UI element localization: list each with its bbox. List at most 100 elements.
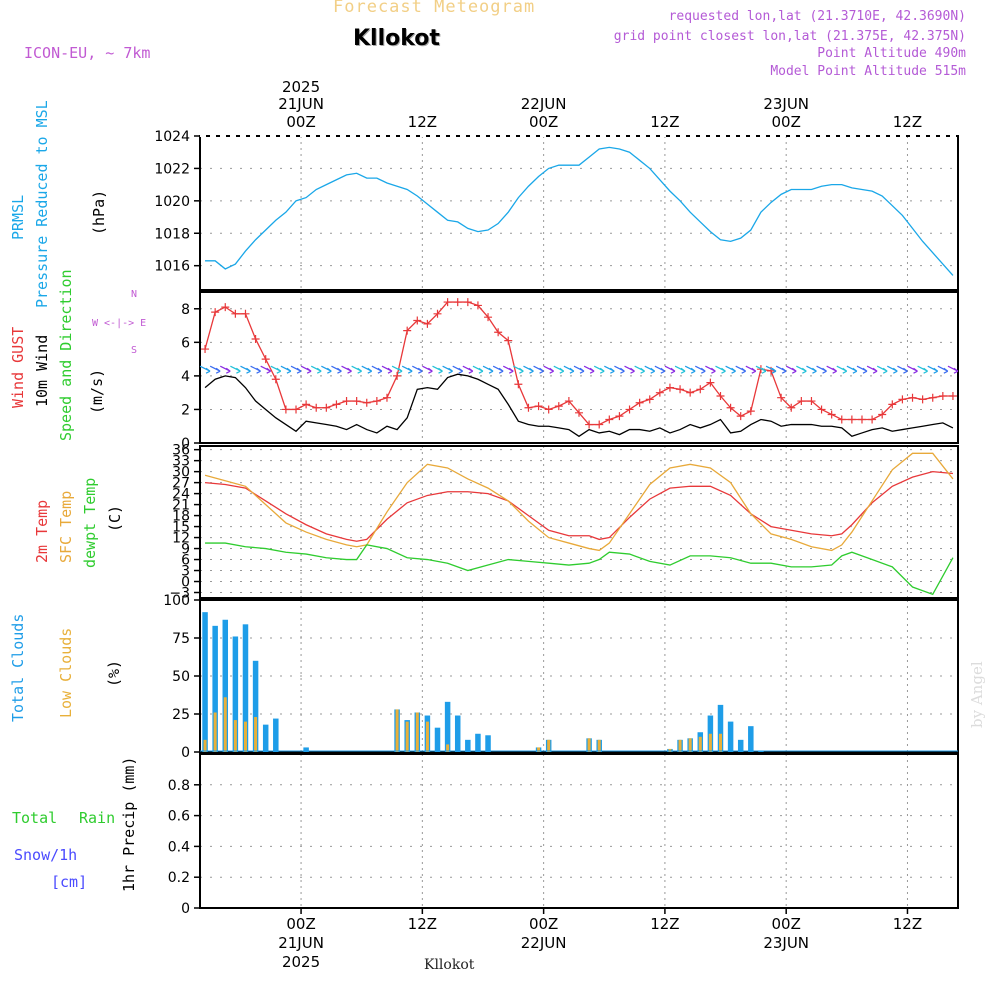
y-tick-label: 6 xyxy=(181,553,190,569)
gust-marker xyxy=(605,415,614,424)
gust-marker xyxy=(292,405,301,414)
requested-coords: requested lon,lat (21.3710E, 42.3690N) xyxy=(668,9,966,24)
gust-marker xyxy=(231,309,240,318)
gust-marker xyxy=(625,405,634,414)
wind-arrow xyxy=(401,365,413,374)
y-tick-label: 0 xyxy=(181,436,190,452)
wind-arrow xyxy=(280,365,292,374)
wind-arrow xyxy=(199,365,211,374)
wind-arrow xyxy=(604,365,615,374)
gust-marker xyxy=(413,316,422,325)
gust-marker xyxy=(332,400,341,409)
total-cloud-bar xyxy=(252,660,259,752)
total-cloud-bar xyxy=(475,733,481,752)
bottom-date-label: 22JUN xyxy=(521,934,567,952)
wind-arrow xyxy=(624,365,635,374)
gust-marker xyxy=(837,415,846,424)
top-date-label: 22JUN xyxy=(521,95,567,113)
gust-marker xyxy=(201,345,210,354)
temp2m-line xyxy=(204,470,954,542)
pressure-line xyxy=(205,146,954,276)
top-hour-label: 12Z xyxy=(893,113,922,131)
wind-arrow xyxy=(937,365,949,374)
wind-arrow xyxy=(300,365,312,374)
gust-marker xyxy=(736,412,745,421)
gust-marker xyxy=(827,410,836,419)
gust-marker xyxy=(918,395,927,404)
precip-total-label: Total xyxy=(12,809,58,827)
y-tick-label: 0.8 xyxy=(168,778,190,794)
total-cloud-bar xyxy=(222,619,229,752)
gust-marker xyxy=(797,397,806,406)
wind-arrow xyxy=(361,365,373,374)
gust-marker xyxy=(817,405,826,414)
gust-marker xyxy=(635,398,644,407)
gust-marker xyxy=(676,385,685,394)
wind-arrow xyxy=(745,365,757,374)
bottom-date-label: 23JUN xyxy=(763,934,809,952)
total-cloud-bar xyxy=(748,726,754,752)
wind-arrow xyxy=(674,365,686,374)
top-hour-label: 00Z xyxy=(529,113,558,131)
low-cloud-bar xyxy=(203,739,207,752)
low-cloud-bar xyxy=(233,720,237,752)
model-name: ICON-EU, ~ 7km xyxy=(24,44,151,62)
gust-marker xyxy=(645,395,654,404)
wind-arrow xyxy=(310,365,322,374)
total-cloud-bar xyxy=(727,721,734,752)
panel-frame xyxy=(199,753,959,909)
gust-marker xyxy=(696,385,705,394)
low-cloud-bar xyxy=(688,738,692,752)
wind-arrow xyxy=(270,365,282,374)
gust-marker xyxy=(211,308,220,317)
low-cloud-bar xyxy=(425,721,429,752)
wind-arrow xyxy=(796,365,807,374)
top-hour-label: 12Z xyxy=(650,113,679,131)
wind-arrow xyxy=(573,365,585,374)
gust-marker xyxy=(585,420,594,429)
low-cloud-bar xyxy=(223,697,227,752)
wind-arrow xyxy=(321,365,332,374)
total-cloud-bar xyxy=(465,739,471,752)
bottom-hour-label: 12Z xyxy=(408,915,437,933)
gust-marker xyxy=(261,355,270,364)
y-tick-label: 100 xyxy=(163,593,190,609)
gust-marker xyxy=(382,393,391,402)
y-tick-label: 0 xyxy=(181,575,190,591)
wind-arrow xyxy=(472,365,484,374)
gust-marker xyxy=(857,415,866,424)
wind-arrow xyxy=(452,365,464,374)
wind-arrow xyxy=(806,365,817,374)
top-year-label: 2025 xyxy=(282,78,320,96)
wind-arrow xyxy=(432,365,443,374)
gust-marker xyxy=(575,408,583,417)
low-cloud-bar xyxy=(698,736,702,752)
gust-marker xyxy=(665,383,674,392)
total-cloud-bar xyxy=(444,701,451,752)
gust-marker xyxy=(868,415,877,424)
gust-marker xyxy=(372,397,381,406)
wind-arrow xyxy=(735,365,747,374)
low-cloud-bar xyxy=(254,717,258,752)
wind-arrow xyxy=(684,365,696,374)
y-tick-label: 50 xyxy=(172,669,190,685)
wind-arrow xyxy=(492,365,504,374)
y-tick-label: 8 xyxy=(181,302,190,318)
bottom-hour-label: 00Z xyxy=(529,915,558,933)
y-tick-label: 25 xyxy=(172,707,190,723)
gust-marker xyxy=(655,388,664,397)
gust-marker xyxy=(271,375,280,384)
wind-arrow xyxy=(826,365,838,374)
wind-arrow xyxy=(412,365,423,374)
wind-arrow xyxy=(664,365,676,374)
wind-arrow xyxy=(816,365,827,374)
y-tick-label: 6 xyxy=(181,335,190,351)
y-tick-label: 4 xyxy=(181,369,190,385)
wind-arrow xyxy=(947,365,959,374)
gust-marker xyxy=(423,319,432,328)
y-tick-label: 0 xyxy=(181,745,190,761)
low-cloud-bar xyxy=(537,747,541,752)
low-cloud-bar xyxy=(708,733,712,752)
gust-marker xyxy=(948,392,957,401)
